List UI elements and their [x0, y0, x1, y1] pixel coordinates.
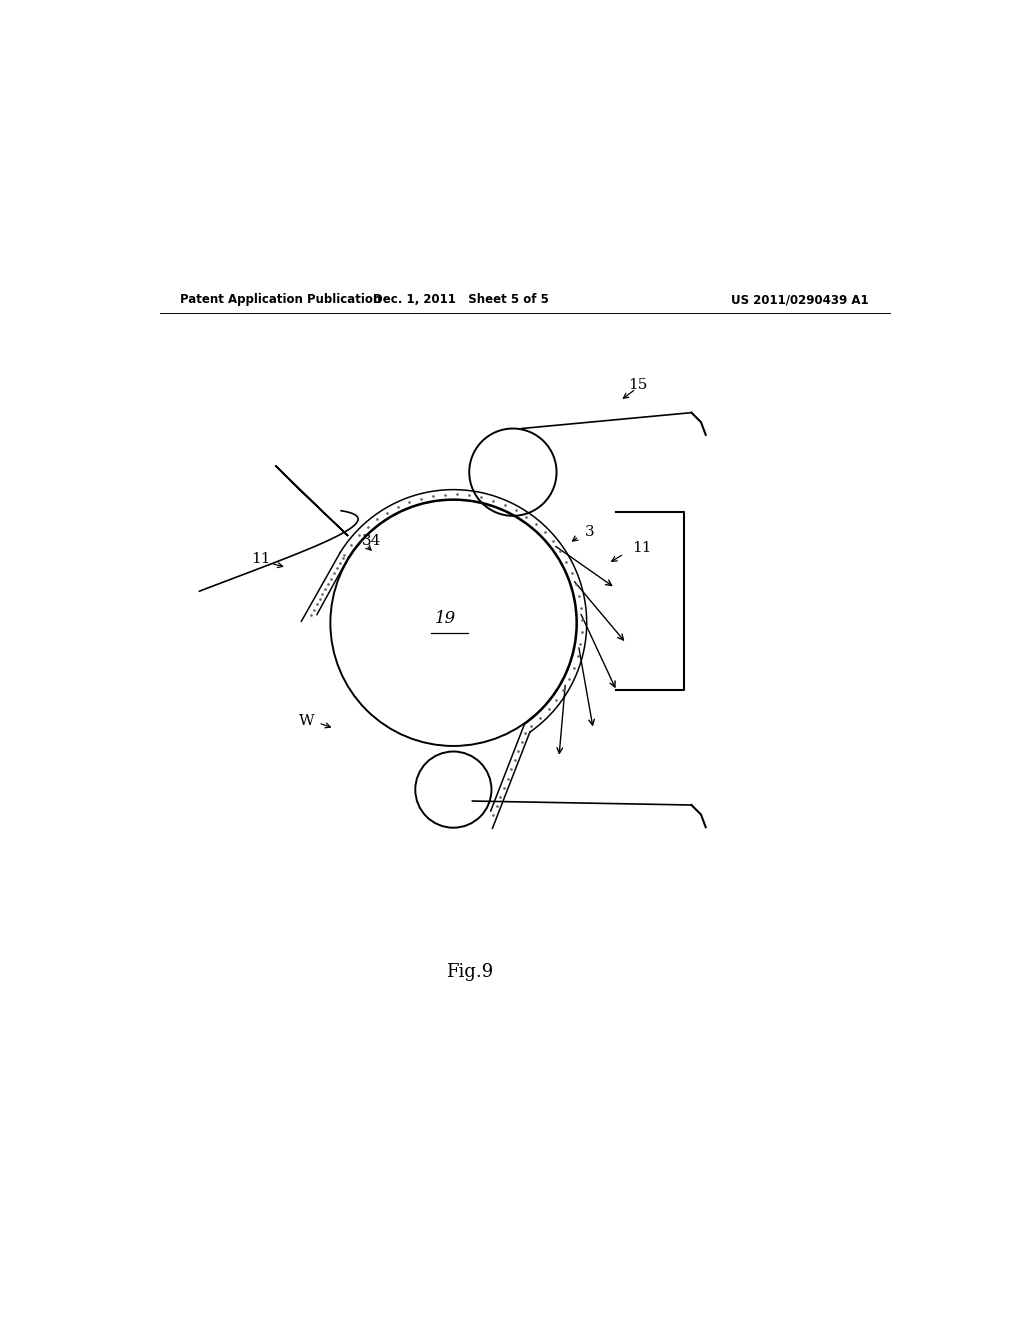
Text: US 2011/0290439 A1: US 2011/0290439 A1	[731, 293, 868, 306]
Polygon shape	[275, 466, 347, 536]
Text: Patent Application Publication: Patent Application Publication	[179, 293, 381, 306]
Text: 15: 15	[628, 378, 647, 392]
Text: 19: 19	[435, 610, 456, 627]
Text: 34: 34	[362, 535, 382, 548]
Text: Fig.9: Fig.9	[445, 964, 493, 981]
Text: Dec. 1, 2011   Sheet 5 of 5: Dec. 1, 2011 Sheet 5 of 5	[374, 293, 549, 306]
Text: 3: 3	[585, 524, 595, 539]
Text: W: W	[299, 714, 314, 727]
Text: 11: 11	[632, 541, 651, 554]
Text: 11: 11	[251, 553, 270, 566]
